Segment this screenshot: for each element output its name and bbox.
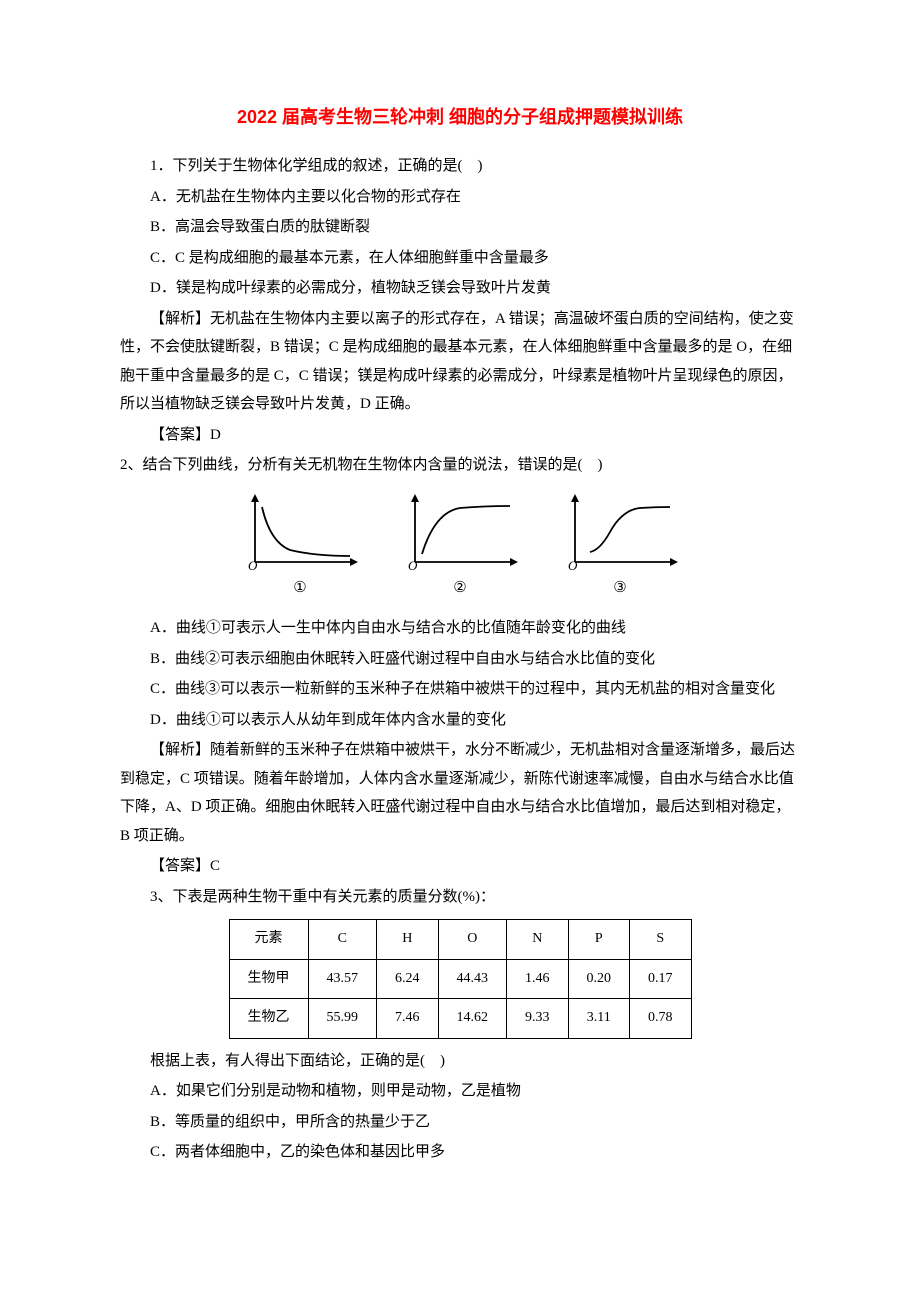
curve-2-label: ② bbox=[453, 574, 466, 603]
svg-text:O: O bbox=[248, 558, 258, 572]
table-header-cell: O bbox=[438, 920, 507, 960]
table-header-cell: 元素 bbox=[229, 920, 308, 960]
curve-1-svg: O bbox=[240, 492, 360, 572]
svg-text:O: O bbox=[568, 558, 578, 572]
curves-container: O ① O ② O ③ bbox=[120, 492, 800, 603]
table-cell: 0.17 bbox=[630, 959, 692, 999]
q1-option-c: C．C 是构成细胞的最基本元素，在人体细胞鲜重中含量最多 bbox=[120, 244, 800, 273]
q2-explain: 【解析】随着新鲜的玉米种子在烘箱中被烘干，水分不断减少，无机盐相对含量逐渐增多，… bbox=[120, 736, 800, 850]
table-cell: 44.43 bbox=[438, 959, 507, 999]
q3-option-a: A．如果它们分别是动物和植物，则甲是动物，乙是植物 bbox=[120, 1077, 800, 1106]
element-table: 元素 C H O N P S 生物甲 43.57 6.24 44.43 1.46… bbox=[229, 919, 692, 1039]
table-header-cell: N bbox=[507, 920, 569, 960]
table-cell: 0.78 bbox=[630, 999, 692, 1039]
q2-option-d: D．曲线①可以表示人从幼年到成年体内含水量的变化 bbox=[120, 706, 800, 735]
q3-followup: 根据上表，有人得出下面结论，正确的是( ) bbox=[120, 1047, 800, 1076]
table-header-cell: S bbox=[630, 920, 692, 960]
curve-1: O ① bbox=[240, 492, 360, 603]
q2-stem: 2、结合下列曲线，分析有关无机物在生物体内含量的说法，错误的是( ) bbox=[120, 451, 800, 480]
q1-option-a: A．无机盐在生物体内主要以化合物的形式存在 bbox=[120, 183, 800, 212]
table-header-cell: P bbox=[568, 920, 630, 960]
q2-option-a: A．曲线①可表示人一生中体内自由水与结合水的比值随年龄变化的曲线 bbox=[120, 614, 800, 643]
svg-text:O: O bbox=[408, 558, 418, 572]
table-cell: 55.99 bbox=[308, 999, 377, 1039]
page-title: 2022 届高考生物三轮冲刺 细胞的分子组成押题模拟训练 bbox=[120, 100, 800, 134]
table-cell: 14.62 bbox=[438, 999, 507, 1039]
table-header-cell: C bbox=[308, 920, 377, 960]
table-cell: 1.46 bbox=[507, 959, 569, 999]
table-header-cell: H bbox=[377, 920, 439, 960]
table-cell: 3.11 bbox=[568, 999, 630, 1039]
curve-3: O ③ bbox=[560, 492, 680, 603]
q3-option-b: B．等质量的组织中，甲所含的热量少于乙 bbox=[120, 1108, 800, 1137]
table-cell: 6.24 bbox=[377, 959, 439, 999]
q3-stem: 3、下表是两种生物干重中有关元素的质量分数(%)： bbox=[120, 883, 800, 912]
q2-option-c: C．曲线③可以表示一粒新鲜的玉米种子在烘箱中被烘干的过程中，其内无机盐的相对含量… bbox=[120, 675, 800, 704]
table-row: 生物乙 55.99 7.46 14.62 9.33 3.11 0.78 bbox=[229, 999, 691, 1039]
table-row: 生物甲 43.57 6.24 44.43 1.46 0.20 0.17 bbox=[229, 959, 691, 999]
curve-2-svg: O bbox=[400, 492, 520, 572]
q1-answer: 【答案】D bbox=[120, 421, 800, 450]
q1-explain: 【解析】无机盐在生物体内主要以离子的形式存在，A 错误；高温破坏蛋白质的空间结构… bbox=[120, 305, 800, 419]
table-cell: 0.20 bbox=[568, 959, 630, 999]
table-cell: 43.57 bbox=[308, 959, 377, 999]
q1-stem: 1．下列关于生物体化学组成的叙述，正确的是( ) bbox=[120, 152, 800, 181]
q3-option-c: C．两者体细胞中，乙的染色体和基因比甲多 bbox=[120, 1138, 800, 1167]
table-header-row: 元素 C H O N P S bbox=[229, 920, 691, 960]
q2-answer: 【答案】C bbox=[120, 852, 800, 881]
curve-2: O ② bbox=[400, 492, 520, 603]
table-cell: 生物乙 bbox=[229, 999, 308, 1039]
q2-option-b: B．曲线②可表示细胞由休眠转入旺盛代谢过程中自由水与结合水比值的变化 bbox=[120, 645, 800, 674]
table-cell: 7.46 bbox=[377, 999, 439, 1039]
q1-option-b: B．高温会导致蛋白质的肽键断裂 bbox=[120, 213, 800, 242]
q1-option-d: D．镁是构成叶绿素的必需成分，植物缺乏镁会导致叶片发黄 bbox=[120, 274, 800, 303]
curve-3-svg: O bbox=[560, 492, 680, 572]
curve-3-label: ③ bbox=[613, 574, 626, 603]
table-cell: 9.33 bbox=[507, 999, 569, 1039]
curve-1-label: ① bbox=[293, 574, 306, 603]
table-cell: 生物甲 bbox=[229, 959, 308, 999]
